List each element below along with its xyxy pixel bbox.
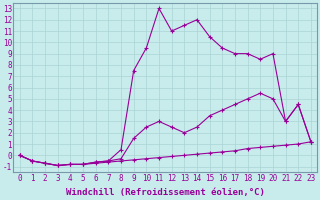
X-axis label: Windchill (Refroidissement éolien,°C): Windchill (Refroidissement éolien,°C) <box>66 188 265 197</box>
